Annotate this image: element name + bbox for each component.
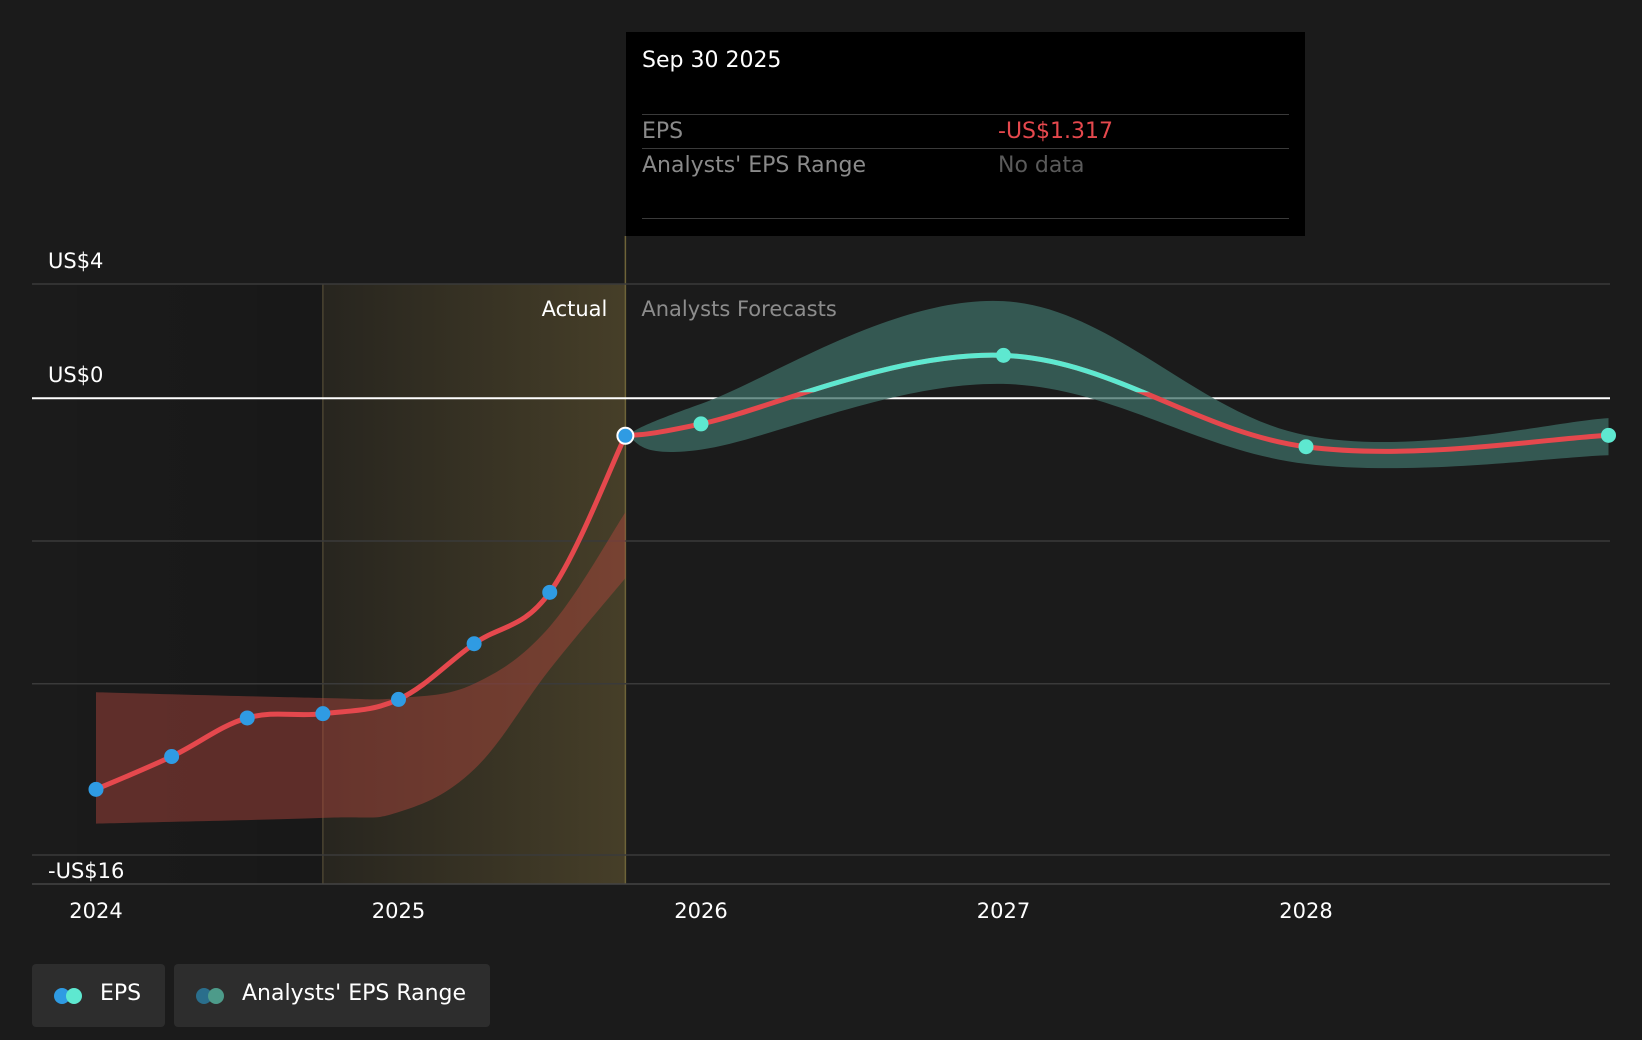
- legend-eps-range-label: Analysts' EPS Range: [242, 981, 467, 1006]
- x-tick-label: 2024: [69, 899, 122, 923]
- tooltip-row-eps: EPS -US$1.317: [642, 114, 1289, 149]
- eps-actual-point: [239, 710, 255, 726]
- eps-actual-point: [542, 584, 558, 600]
- eps-forecast-point: [996, 347, 1011, 363]
- tooltip-eps-value: -US$1.317: [998, 119, 1113, 144]
- eps-actual-point: [315, 706, 331, 722]
- x-tick-label: 2025: [372, 899, 425, 923]
- legend-eps[interactable]: EPS: [32, 964, 165, 1027]
- x-tick-label: 2026: [674, 899, 727, 923]
- eps-forecast-point: [1601, 427, 1616, 443]
- actual-section-label: Actual: [542, 297, 608, 321]
- x-tick-label: 2028: [1279, 899, 1332, 923]
- eps-forecast-positive-line: [797, 352, 1150, 393]
- tooltip-range-value: No data: [998, 153, 1085, 178]
- eps-range-actual-area: [96, 512, 626, 824]
- actual-band: [322, 284, 626, 884]
- tooltip-date: Sep 30 2025: [642, 48, 782, 73]
- eps-forecast-point: [693, 416, 709, 432]
- y-tick-label: US$0: [48, 363, 103, 387]
- tooltip: Sep 30 2025 EPS -US$1.317 Analysts' EPS …: [626, 32, 1305, 236]
- legend-eps-range[interactable]: Analysts' EPS Range: [174, 964, 490, 1027]
- y-tick-label: -US$16: [48, 859, 124, 883]
- y-tick-label: US$4: [48, 249, 103, 273]
- eps-actual-point: [466, 636, 482, 652]
- tooltip-row-range: Analysts' EPS Range No data: [642, 148, 1289, 183]
- eps-actual-point: [88, 781, 104, 797]
- forecast-section-label: Analysts Forecasts: [641, 297, 836, 321]
- eps-actual-point: [164, 749, 180, 765]
- eps-actual-point: [391, 691, 406, 707]
- x-tick-label: 2027: [977, 899, 1030, 923]
- tooltip-range-label: Analysts' EPS Range: [642, 153, 867, 178]
- tooltip-eps-label: EPS: [642, 119, 684, 144]
- legend-eps-label: EPS: [100, 981, 142, 1006]
- highlight-point: [616, 426, 635, 445]
- pre-band-shade: [32, 284, 323, 884]
- eps-forecast-point: [1298, 439, 1314, 455]
- eps-range-legend-icon: [196, 988, 228, 1004]
- tooltip-divider: [642, 218, 1289, 219]
- eps-legend-icon: [54, 988, 86, 1004]
